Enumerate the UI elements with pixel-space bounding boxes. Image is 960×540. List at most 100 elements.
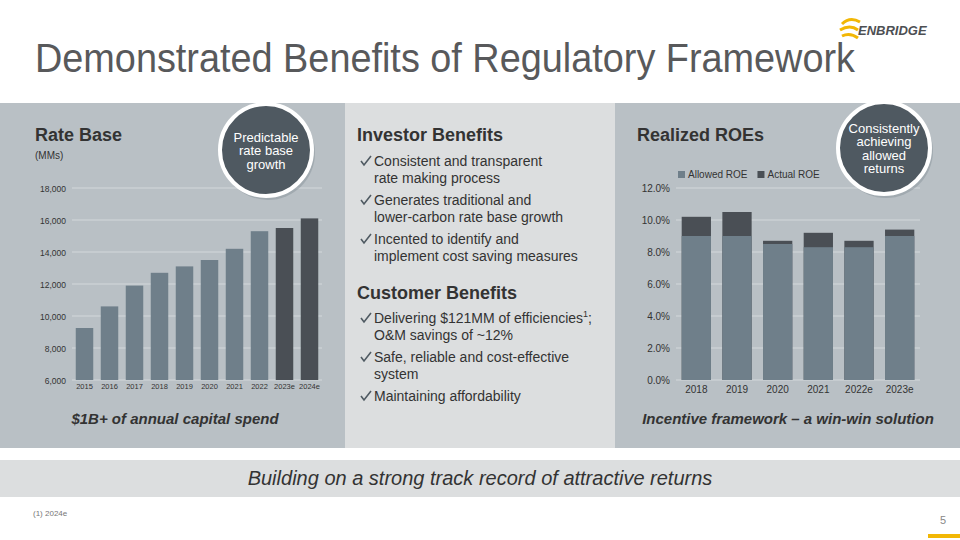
logo-text: ENBRIDGE [858,23,927,38]
tick-label: 14,000 [40,248,66,258]
bar [682,236,711,380]
section-heading: Investor Benefits [357,125,503,145]
banner-band [0,460,960,497]
bar [126,286,144,380]
bar [276,228,294,380]
tick-label: 8,000 [45,344,67,354]
page-number: 5 [940,514,946,526]
tick-label: 6.0% [647,279,670,290]
bar [301,218,319,380]
category-label: 2022 [251,382,268,391]
bullet-text: Delivering $121MM of efficiencies [374,310,583,326]
page-accent [928,534,960,538]
bars [76,218,319,380]
category-label: 2020 [201,382,218,391]
check-icon [361,156,371,165]
logo-swirl [840,27,858,30]
tick-label: 0.0% [647,375,670,386]
panel-caption: Incentive framework – a win-win solution [642,410,934,427]
legend-swatch [757,171,764,178]
bar [151,273,169,380]
bullet-text: system [374,366,418,382]
category-label: 2021 [226,382,243,391]
bar [201,260,219,380]
grid-line [676,284,920,285]
bar [885,230,914,380]
category-label: 2019 [726,384,749,395]
bar [226,249,244,380]
banner-text: Building on a strong track record of att… [248,467,713,489]
bar [722,236,751,380]
grid-line [676,252,920,253]
bar [804,247,833,380]
bar [101,306,119,380]
bar [176,266,194,380]
bar [763,244,792,380]
badge [220,104,312,196]
check-icon [361,234,371,243]
bullet-text: Generates traditional and [374,192,531,208]
logo-swirl [842,34,858,38]
bar [763,241,792,380]
bullet-text: lower-carbon rate base growth [374,209,563,225]
check-icon [361,195,371,204]
bullet-text: implement cost saving measures [374,248,578,264]
chart-subtitle: (MMs) [35,150,63,161]
bar [844,241,873,380]
category-label: 2018 [685,384,708,395]
grid-line [676,348,920,349]
tick-label: 10.0% [642,215,670,226]
bar [885,236,914,380]
chart-title: Realized ROEs [637,125,764,145]
bar [251,231,269,380]
bullet-text: Delivering $121MM of efficiencies1; [374,309,592,326]
footnote: (1) 2024e [33,509,68,518]
slide: Demonstrated Benefits of Regulatory Fram… [0,0,960,540]
legend-label: Allowed ROE [688,169,748,180]
bullet-text: rate making process [374,170,500,186]
right-panel [615,103,960,448]
check-icon [361,352,371,361]
bullet-text: Maintaining affordability [374,388,521,404]
category-label: 2018 [151,382,168,391]
panel-caption: $1B+ of annual capital spend [70,410,279,427]
category-label: 2019 [176,382,193,391]
category-label: 2023e [886,384,914,395]
logo: ENBRIDGE [840,19,927,38]
bar [682,217,711,380]
bars [682,212,915,380]
tick-label: 6,000 [45,376,67,386]
grid-line [676,380,920,381]
left-panel [0,103,345,448]
tick-label: 12.0% [642,183,670,194]
check-icon [361,313,371,322]
tick-label: 18,000 [40,184,66,194]
category-label: 2022e [845,384,873,395]
tick-label: 16,000 [40,216,66,226]
bullet-text: ; [588,310,592,326]
legend-swatch [678,171,685,178]
bar [76,328,94,380]
bullet-text: Incented to identify and [374,231,519,247]
badge [838,102,930,194]
tick-label: 12,000 [40,280,66,290]
category-label: 2024e [299,382,320,391]
bullet-text: O&M savings of ~12% [374,327,513,343]
category-label: 2016 [101,382,118,391]
slide-title: Demonstrated Benefits of Regulatory Fram… [35,35,855,81]
check-icon [361,391,371,400]
badge-text: returns [864,161,905,176]
tick-label: 10,000 [40,312,66,322]
category-label: 2021 [807,384,830,395]
category-label: 2020 [767,384,790,395]
badge-text: growth [246,157,285,172]
bullet-text: Consistent and transparent [374,153,542,169]
bar [844,247,873,380]
tick-label: 4.0% [647,311,670,322]
category-label: 2017 [126,382,143,391]
section-heading: Customer Benefits [357,283,517,303]
middle-panel [345,103,615,448]
background [0,0,960,540]
grid-line [676,220,920,221]
legend-label: Actual ROE [767,169,820,180]
